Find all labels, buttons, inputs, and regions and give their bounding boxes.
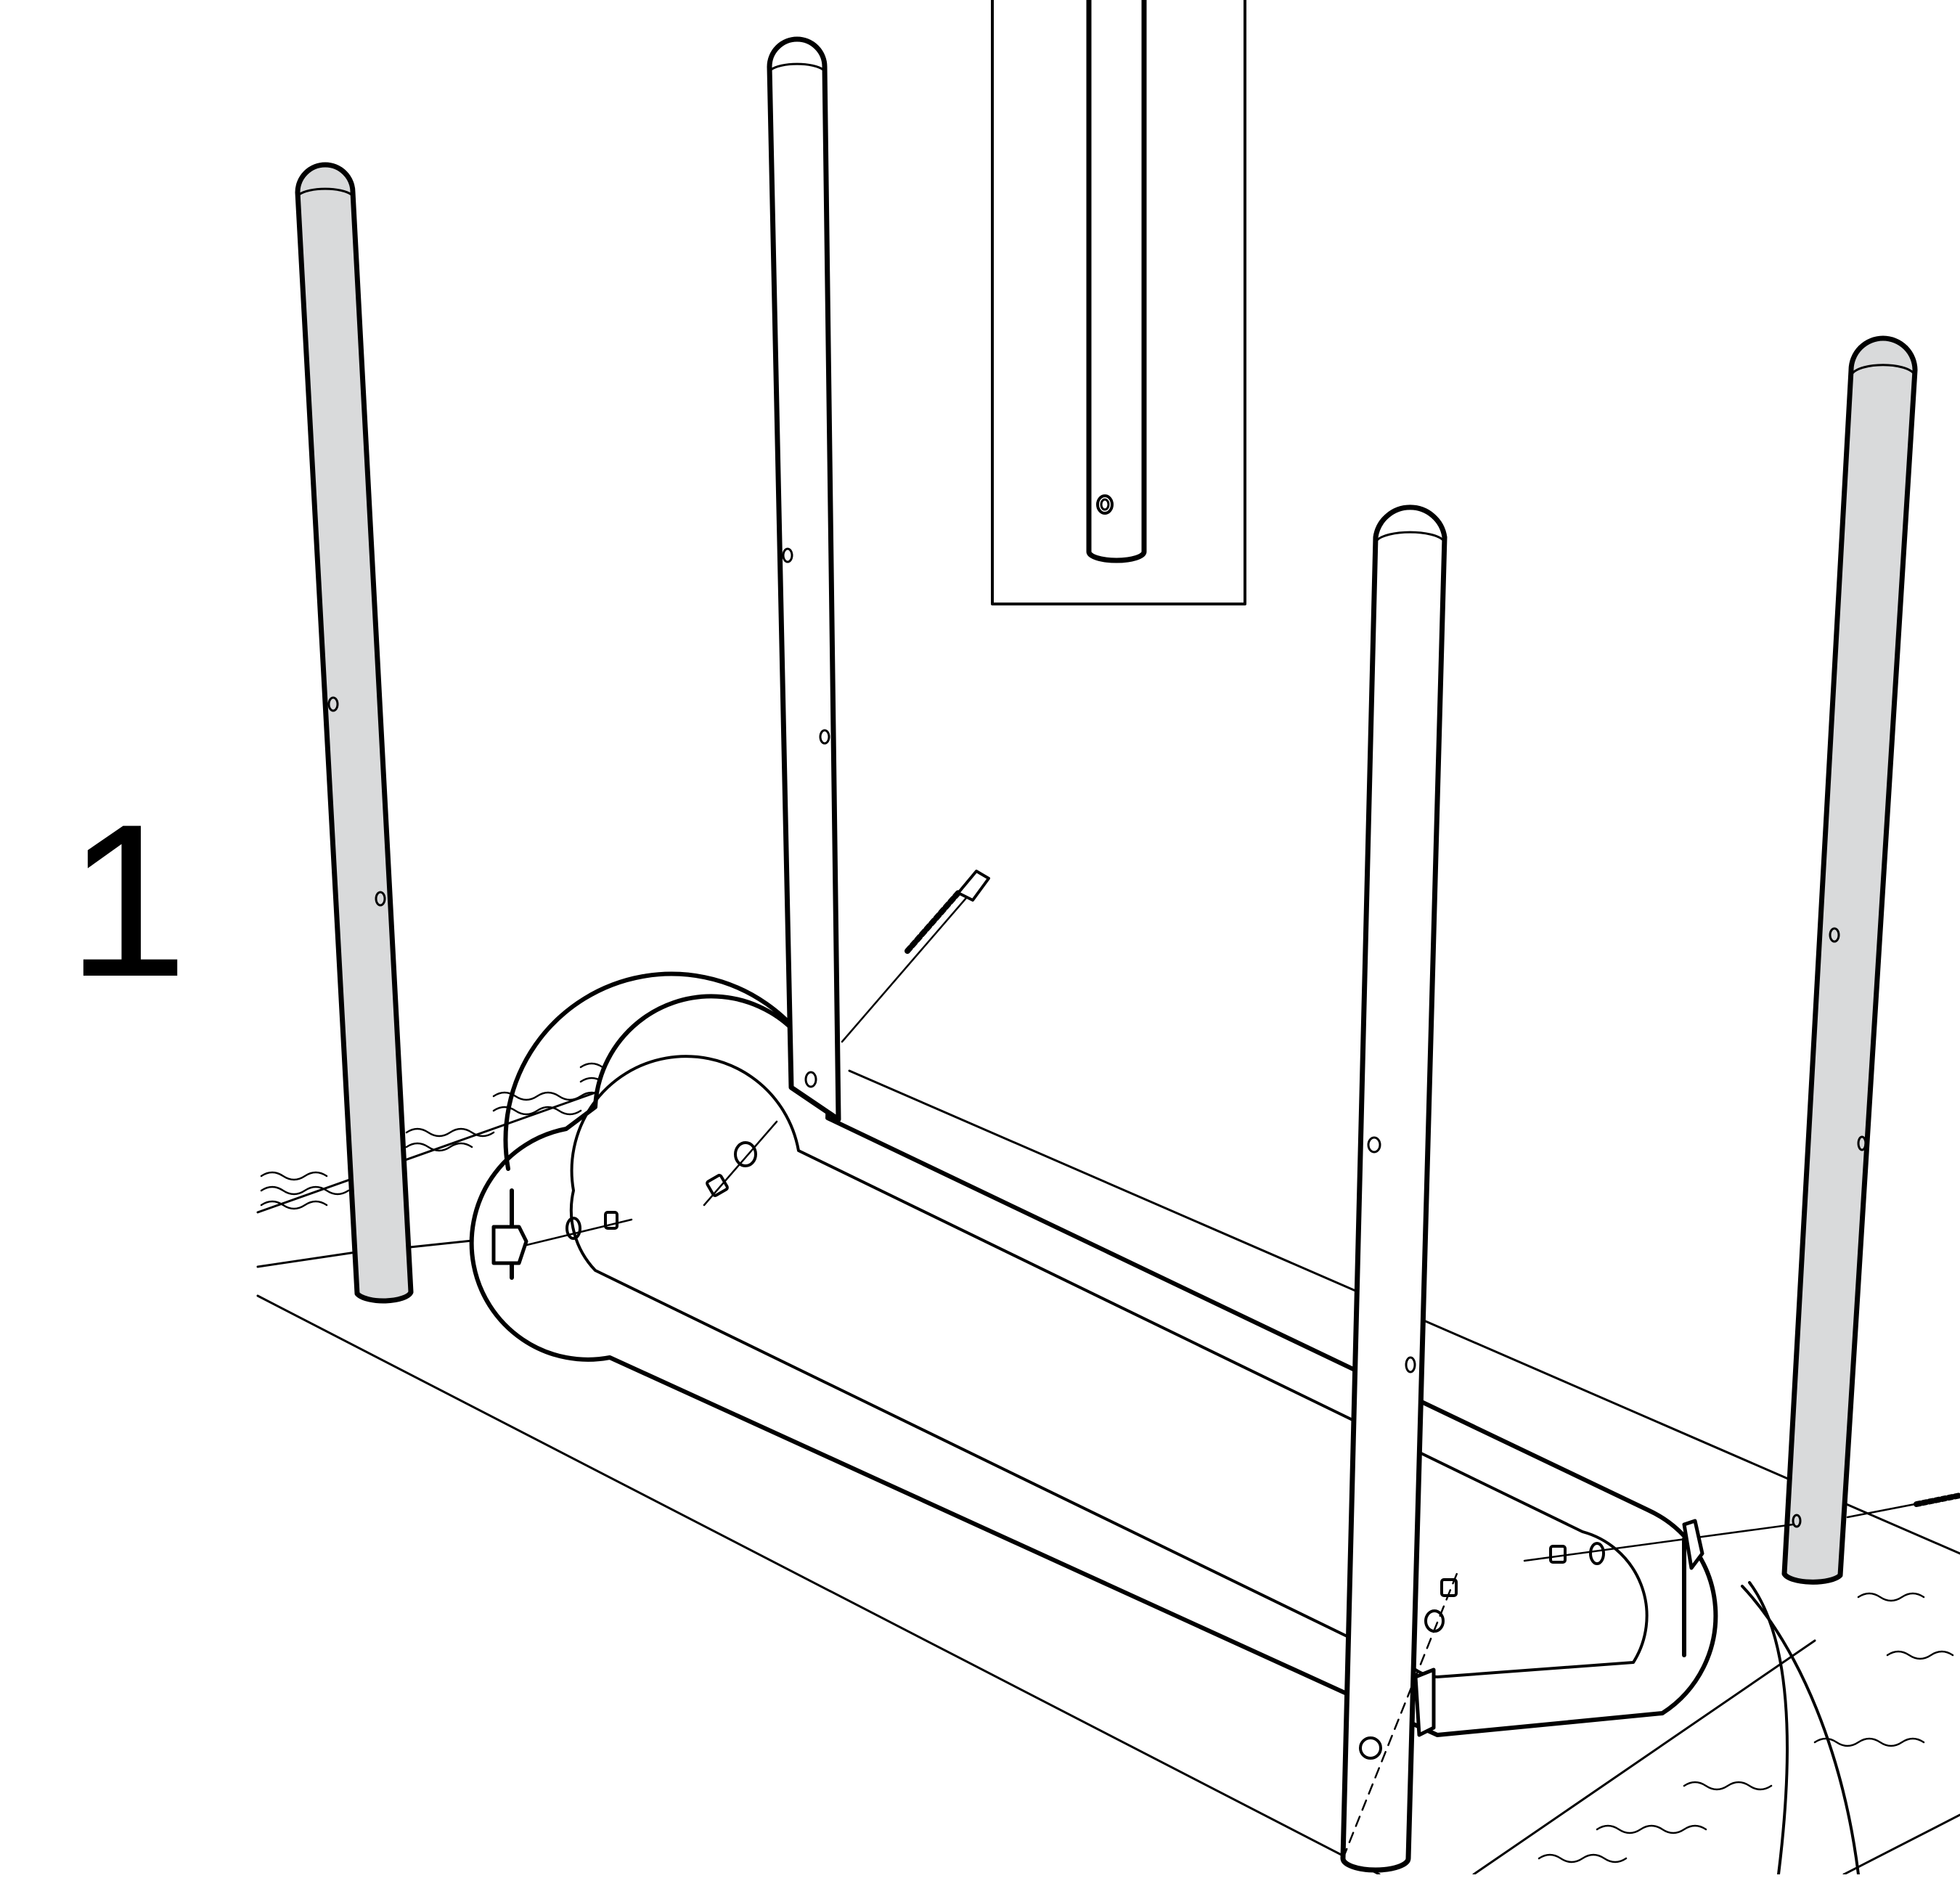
bolt-head (957, 870, 990, 902)
fastener-group-back (703, 870, 990, 1207)
oval-frame (469, 971, 1718, 1737)
leg-hole-detail (991, 0, 1246, 605)
fastener-group-left (491, 1211, 633, 1265)
washer (1589, 1542, 1605, 1565)
fastener-group-front (1342, 1567, 1461, 1860)
bolt-thread (1914, 1493, 1960, 1507)
leg-back-right (1781, 335, 1918, 1585)
leg-back-center (767, 36, 841, 1122)
nut (1440, 1578, 1458, 1597)
step-number: 1 (67, 778, 188, 1022)
bracket-left (491, 1225, 528, 1265)
washer (565, 1217, 581, 1240)
tool-curve (1741, 1581, 1860, 1876)
washer (734, 1141, 757, 1167)
bracket-right (1682, 1519, 1704, 1570)
bracket-front (1413, 1667, 1436, 1737)
nut (706, 1174, 729, 1197)
washer (1424, 1609, 1445, 1633)
fastener-group-right (1523, 1493, 1960, 1570)
leg-front-center (1340, 505, 1447, 1873)
nut (1549, 1545, 1567, 1564)
leg-back-left (295, 162, 414, 1304)
bolt-thread (905, 890, 961, 954)
nut (604, 1211, 618, 1230)
